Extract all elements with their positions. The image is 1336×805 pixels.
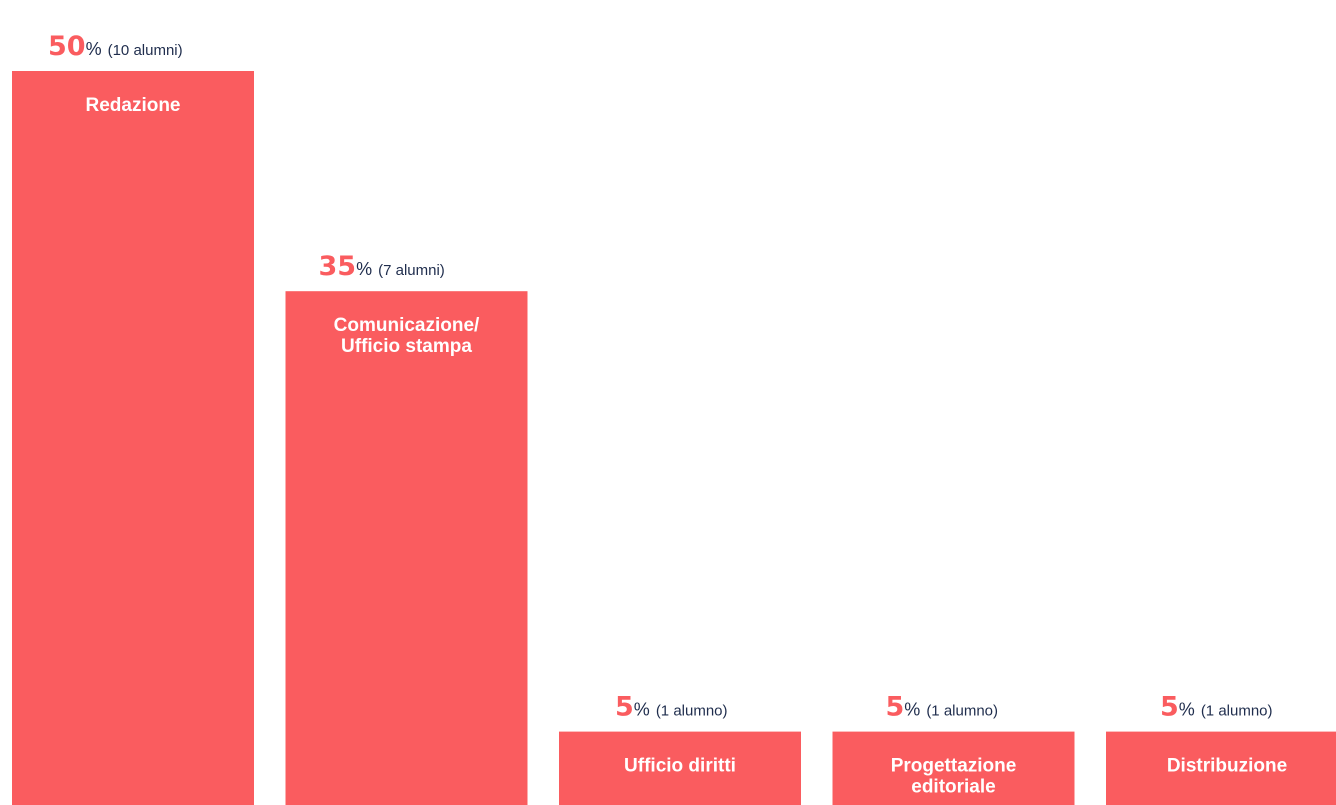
bar bbox=[832, 731, 1075, 805]
bar-value-label: 5% (1 alumno) bbox=[615, 692, 728, 723]
bar-value-label: 5% (1 alumno) bbox=[1160, 692, 1273, 723]
bar bbox=[12, 71, 254, 805]
bar-group: Redazione 50% (10 alumni) bbox=[12, 31, 254, 805]
bar-value-label: 5% (1 alumno) bbox=[886, 692, 999, 723]
bar-category-label: Ufficio diritti bbox=[624, 756, 736, 777]
bar-value-label: 35% (7 alumni) bbox=[319, 251, 445, 282]
bar-category-label: Distribuzione bbox=[1167, 756, 1287, 777]
bar bbox=[285, 291, 528, 805]
bar-group: Progettazione editoriale 5% (1 alumno) bbox=[832, 692, 1075, 805]
bar-category-label: Comunicazione/Ufficio stampa bbox=[334, 315, 480, 357]
bar-category-label: Redazione bbox=[85, 95, 180, 116]
bar-group: Comunicazione/Ufficio stampa 35% (7 alumni… bbox=[285, 251, 528, 805]
bar-group: Distribuzione 5% (1 alumno) bbox=[1106, 692, 1336, 805]
bar-category-label: Progettazione editoriale bbox=[891, 756, 1017, 798]
bar bbox=[1106, 731, 1336, 805]
bar-group: Ufficio diritti 5% (1 alumno) bbox=[559, 692, 801, 805]
bar-value-label: 50% (10 alumni) bbox=[48, 31, 183, 62]
bar bbox=[559, 731, 801, 805]
